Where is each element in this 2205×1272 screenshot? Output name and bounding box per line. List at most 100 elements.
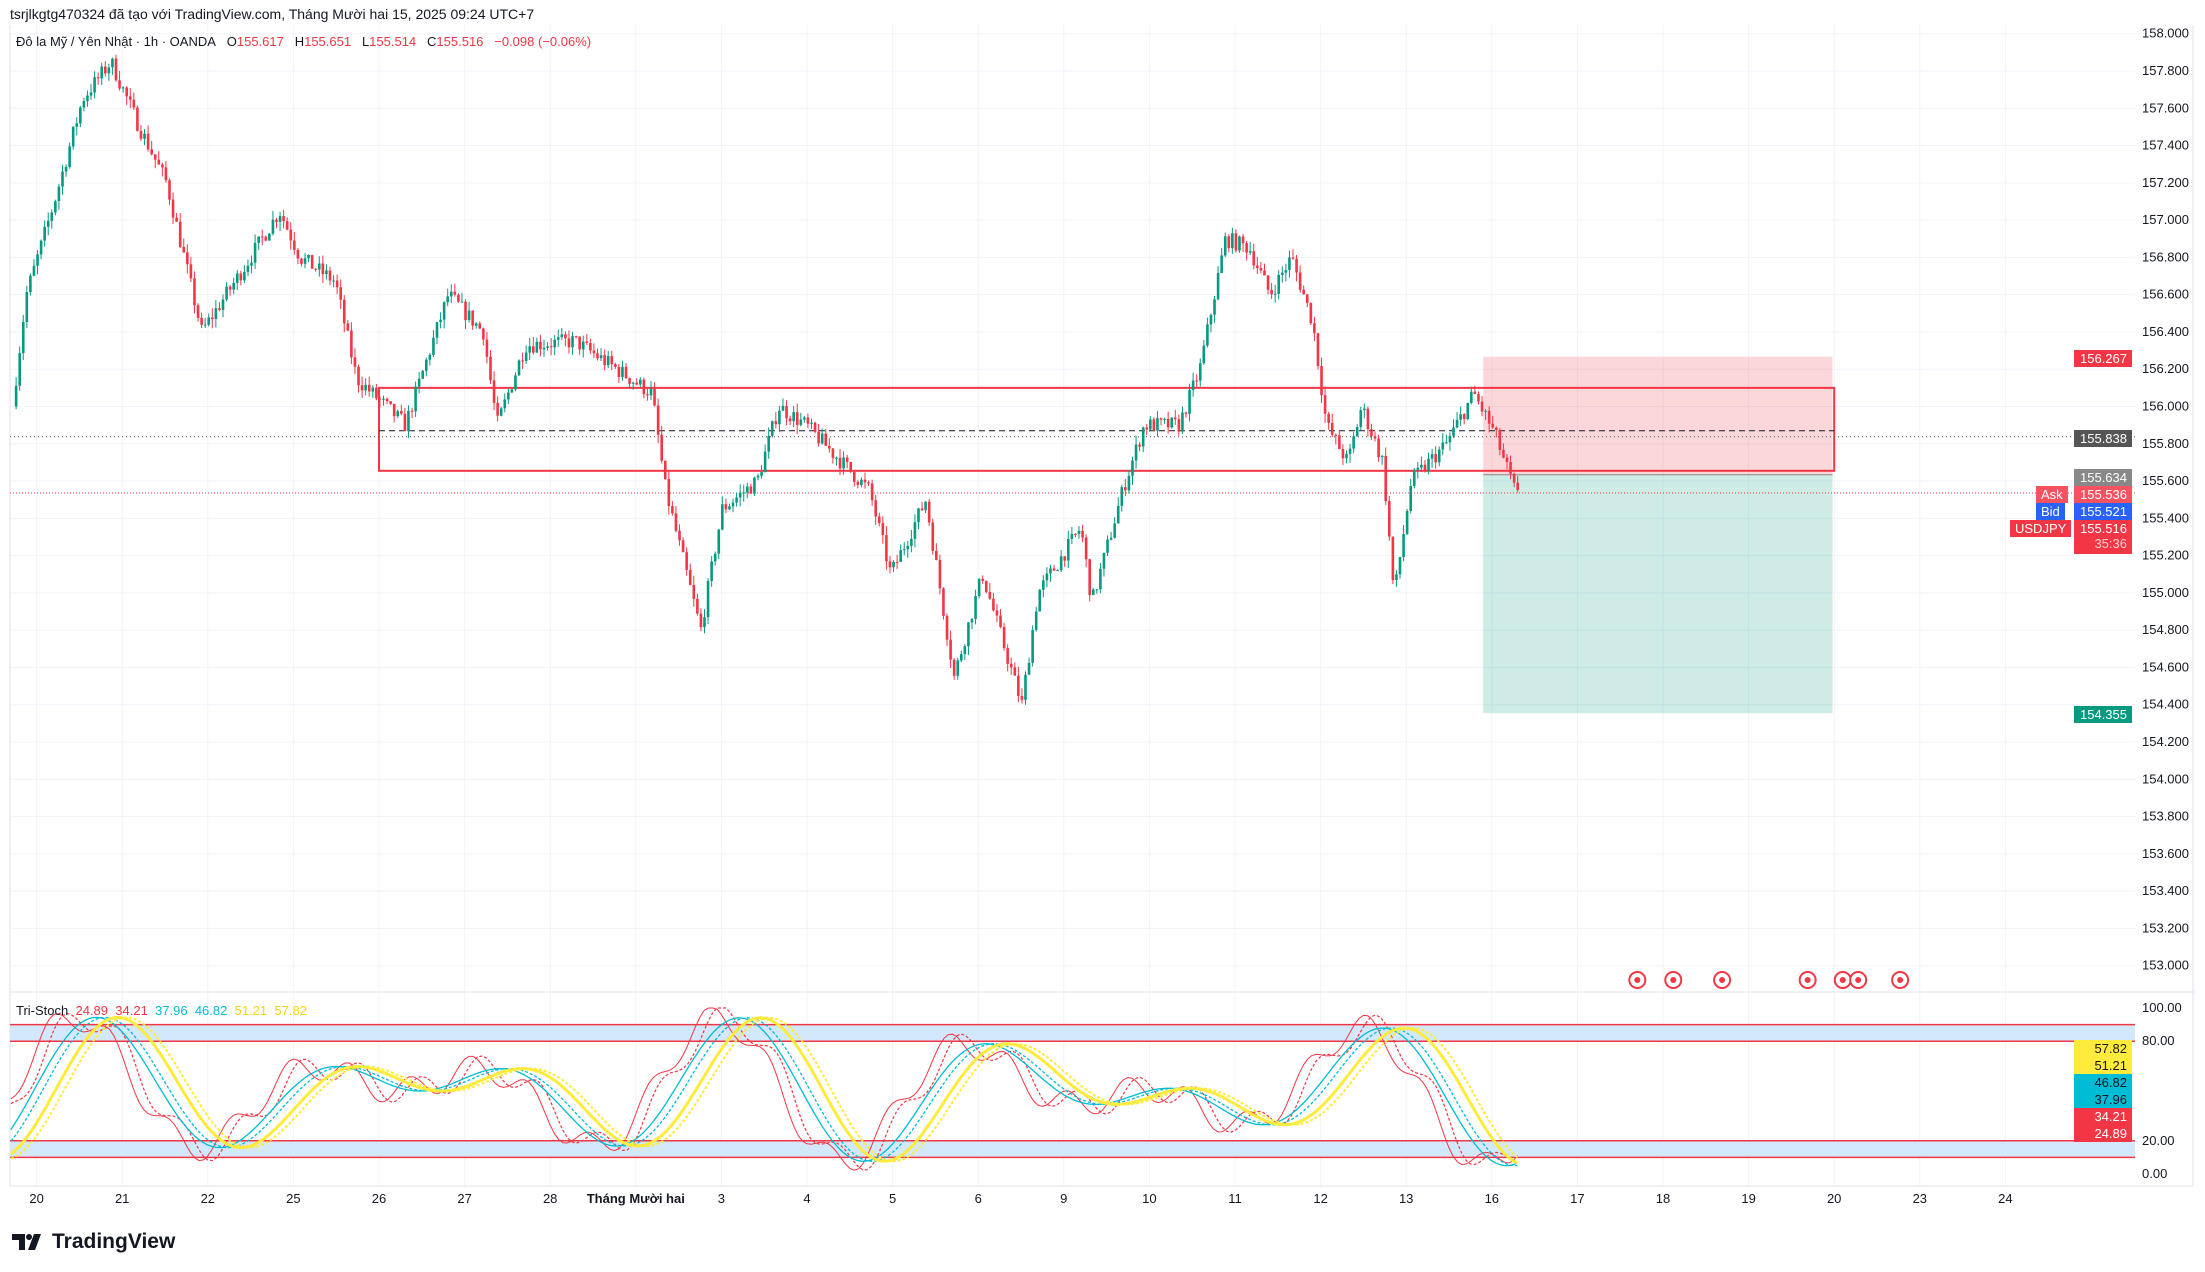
event-dot-icon [1670, 977, 1677, 983]
candle-body [82, 101, 86, 108]
candle-body [296, 249, 300, 259]
price-tick-label: 153.400 [2142, 883, 2189, 898]
candle-body [1302, 289, 1305, 295]
candle-body [988, 592, 992, 599]
candle-body [414, 386, 417, 412]
time-tick-label: 13 [1399, 1191, 1413, 1206]
candle-body [36, 254, 39, 266]
stoch-value: 24.89 [75, 1003, 109, 1018]
candle-body [1049, 568, 1052, 574]
candle-body [685, 552, 688, 570]
bid-tag: Bid [2036, 503, 2065, 520]
candle-body [521, 360, 524, 362]
candle-body [1198, 363, 1202, 381]
candle-body [959, 654, 963, 661]
candle-body [464, 301, 467, 321]
candle-body [756, 475, 760, 478]
price-tick-label: 155.600 [2142, 473, 2189, 488]
stoch-axis-label: 46.82 [2074, 1074, 2132, 1091]
resistance-zone [378, 386, 1836, 472]
candle-body [646, 394, 649, 396]
close-value: 155.516 [436, 34, 484, 49]
candle-body [114, 58, 118, 81]
candle-body [546, 346, 549, 348]
candle-body [61, 171, 64, 187]
candle-body [1181, 412, 1184, 432]
candle-body [482, 328, 485, 340]
symbol-name[interactable]: Đô la Mỹ / Yên Nhật · 1h · OANDA [16, 34, 216, 49]
candle-body [314, 268, 318, 270]
candle-body [874, 500, 877, 517]
candle-body [332, 280, 335, 282]
candle-body [1395, 574, 1398, 581]
stoch-name[interactable]: Tri-Stoch [16, 1003, 69, 1018]
entry-price-label: 155.634 [2074, 469, 2132, 486]
candle-body [881, 523, 885, 536]
candle-body [1384, 455, 1388, 502]
candle-body [1188, 389, 1191, 414]
candle-body [293, 240, 296, 250]
candle-body [257, 236, 260, 243]
candle-body [339, 287, 342, 300]
price-tick-label: 155.800 [2142, 436, 2189, 451]
candle-body [71, 126, 75, 147]
candle-body [617, 366, 621, 378]
candle-body [1177, 419, 1181, 432]
candle-body [1024, 674, 1027, 700]
candle-body [984, 580, 988, 593]
candle-body [57, 186, 61, 202]
price-tick-label: 157.600 [2142, 100, 2189, 115]
candle-body [1491, 423, 1495, 428]
candle-body [1273, 293, 1277, 295]
candle-body [1116, 505, 1120, 524]
candle-body [1102, 552, 1106, 569]
candle-body [1066, 538, 1070, 561]
candle-body [1223, 236, 1227, 256]
time-tick-label: 21 [115, 1191, 129, 1206]
candle-body [845, 457, 849, 462]
candle-body [435, 322, 439, 338]
candle-body [1473, 391, 1477, 395]
candle-body [1159, 418, 1163, 420]
time-tick-label: 19 [1741, 1191, 1755, 1206]
candle-body [1059, 556, 1063, 571]
high-label: H [294, 34, 305, 49]
stoch-tick-label: 100.00 [2142, 1000, 2182, 1015]
candle-body [1002, 626, 1006, 649]
time-tick-label: 3 [718, 1191, 725, 1206]
candle-body [760, 472, 763, 476]
tradingview-logo[interactable]: TradingView [12, 1230, 175, 1254]
candle-body [350, 330, 353, 358]
candle-body [1220, 255, 1223, 274]
stoch-axis-label: 24.89 [2074, 1125, 2132, 1142]
candle-body [1494, 427, 1498, 430]
candle-body [1320, 366, 1323, 396]
candle-body [1134, 444, 1138, 461]
candle-body [43, 226, 46, 241]
candle-body [1109, 537, 1113, 540]
event-dot-icon [1804, 977, 1811, 983]
symbol-legend: Đô la Mỹ / Yên Nhật · 1h · OANDA O155.61… [16, 34, 591, 49]
stoch-value: 37.96 [155, 1003, 188, 1018]
candle-body [1348, 448, 1352, 454]
candle-body [1452, 427, 1455, 436]
stoch-value: 46.82 [194, 1003, 228, 1018]
candle-body [478, 323, 482, 329]
candle-body [1163, 418, 1166, 420]
candle-body [460, 301, 464, 303]
candle-body [335, 280, 339, 288]
candle-body [307, 254, 310, 259]
candle-body [171, 199, 175, 218]
candle-body [1420, 464, 1423, 468]
candle-body [1156, 418, 1159, 431]
candle-body [1095, 589, 1099, 591]
candle-body [974, 596, 977, 619]
candle-body [924, 501, 927, 511]
candle-body [742, 492, 746, 494]
candle-body [1284, 270, 1288, 273]
candle-body [79, 107, 82, 124]
candle-body [353, 357, 357, 367]
candle-body [917, 508, 920, 523]
candle-body [182, 246, 186, 253]
